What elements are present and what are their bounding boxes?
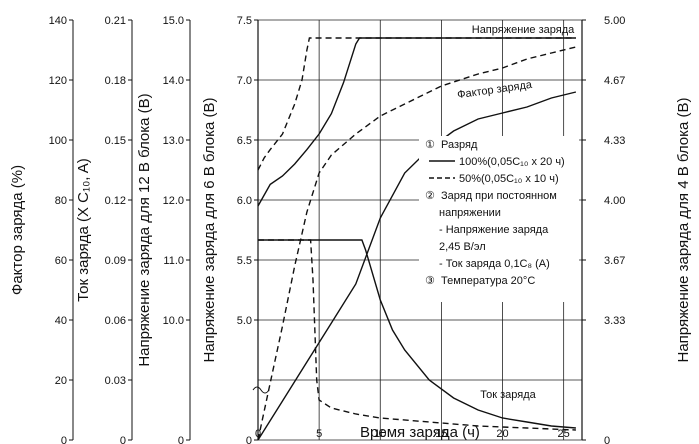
current-axis-title: Ток заряда (X C₁₀, A) — [75, 158, 92, 302]
legend-item-text: - Ток заряда 0,1C₈ (A) — [439, 258, 550, 270]
v4-tick-label: 0 — [604, 435, 610, 444]
x-tick-label: 20 — [496, 428, 508, 440]
legend-item-text: напряжении — [439, 207, 501, 219]
v6-tick-label: 5.5 — [237, 255, 252, 267]
factor-tick-label: 80 — [55, 195, 67, 207]
v6-axis-title: Напряжение заряда для 6 В блока (В) — [201, 98, 218, 363]
v12-tick-label: 10.0 — [163, 315, 184, 327]
v12-axis-title: Напряжение заряда для 12 В блока (В) — [136, 93, 153, 366]
legend-item-number: ① — [425, 139, 435, 151]
factor-tick-label: 60 — [55, 255, 67, 267]
v4-tick-label: 3.33 — [604, 315, 625, 327]
v12-tick-label: 0 — [178, 435, 184, 444]
v12-tick-label: 15.0 — [163, 15, 184, 27]
factor-tick-label: 140 — [49, 15, 67, 27]
v4-tick-label: 4.33 — [604, 135, 625, 147]
current-solid-curve — [258, 239, 576, 429]
factor-tick-label: 40 — [55, 315, 67, 327]
curves — [257, 37, 577, 441]
axes: 0 5 10 15 20 25 Время заряда (ч) 0 20 40 60 80 100 12… — [9, 15, 692, 444]
v6-tick-label: 7.5 — [237, 15, 252, 27]
legend-item-text: 2,45 В/эл — [439, 241, 486, 253]
current-tick-label: 0.12 — [105, 195, 126, 207]
current-tick-label: 0.03 — [105, 375, 126, 387]
factor-tick-label: 0 — [61, 435, 67, 444]
factor-tick-label: 100 — [49, 135, 67, 147]
x-tick-label: 5 — [316, 428, 322, 440]
factor-axis-title: Фактор заряда (%) — [9, 165, 26, 295]
factor-dashed-curve — [257, 46, 577, 441]
current-tick-label: 0.09 — [105, 255, 126, 267]
legend-item-text: 100%(0,05C₁₀ x 20 ч) — [459, 156, 565, 168]
v4-tick-label: 4.00 — [604, 195, 625, 207]
axis-break-mark — [252, 386, 270, 394]
v12-tick-label: 11.0 — [163, 255, 184, 267]
current-tick-label: 0 — [120, 435, 126, 444]
legend-item-text: - Напряжение заряда — [439, 224, 549, 236]
factor-tick-label: 120 — [49, 75, 67, 87]
x-tick-label: 15 — [435, 428, 447, 440]
legend: ① Разряд 100%(0,05C₁₀ x 20 ч) 50%(0,05C₁₀ x… — [419, 136, 579, 302]
current-tick-label: 0.21 — [105, 15, 126, 27]
v12-tick-label: 14.0 — [163, 75, 184, 87]
factor-solid-curve — [257, 91, 577, 441]
voltage_6V-solid-curve — [257, 37, 576, 207]
legend-item-number: ② — [425, 190, 435, 202]
v6-tick-label: 6.5 — [237, 135, 252, 147]
legend-background — [419, 136, 579, 302]
current-tick-label: 0.18 — [105, 75, 126, 87]
v4-axis-title: Напряжение заряда для 4 В блока (В) — [675, 98, 692, 363]
voltage-curve-label: Напряжение заряда — [472, 24, 575, 36]
v6-tick-label: 7.0 — [237, 75, 252, 87]
x-axis-title: Время заряда (ч) — [360, 424, 480, 441]
v4-tick-label: 3.67 — [604, 255, 625, 267]
current-tick-label: 0.06 — [105, 315, 126, 327]
v6-tick-label: 5.0 — [237, 315, 252, 327]
factor-curve-label: Фактор заряда — [456, 79, 533, 101]
legend-item-text: Разряд — [441, 139, 478, 151]
v12-tick-label: 12.0 — [163, 195, 184, 207]
v6-tick-label: 0 — [246, 435, 252, 444]
legend-item-text: Температура 20°С — [441, 275, 535, 287]
v12-tick-label: 13.0 — [163, 135, 184, 147]
x-tick-label: 10 — [374, 428, 386, 440]
v4-tick-label: 4.67 — [604, 75, 625, 87]
current-dashed-curve — [258, 239, 576, 431]
x-tick-label: 25 — [558, 428, 570, 440]
legend-item-text: Заряд при постоянном — [441, 190, 557, 202]
legend-item-number: ③ — [425, 275, 435, 287]
legend-item-text: 50%(0,05C₁₀ x 10 ч) — [459, 173, 559, 185]
v6-tick-label: 6.0 — [237, 195, 252, 207]
factor-tick-label: 20 — [55, 375, 67, 387]
current-tick-label: 0.15 — [105, 135, 126, 147]
v4-tick-label: 5.00 — [604, 15, 625, 27]
current-curve-label: Ток заряда — [480, 389, 536, 401]
